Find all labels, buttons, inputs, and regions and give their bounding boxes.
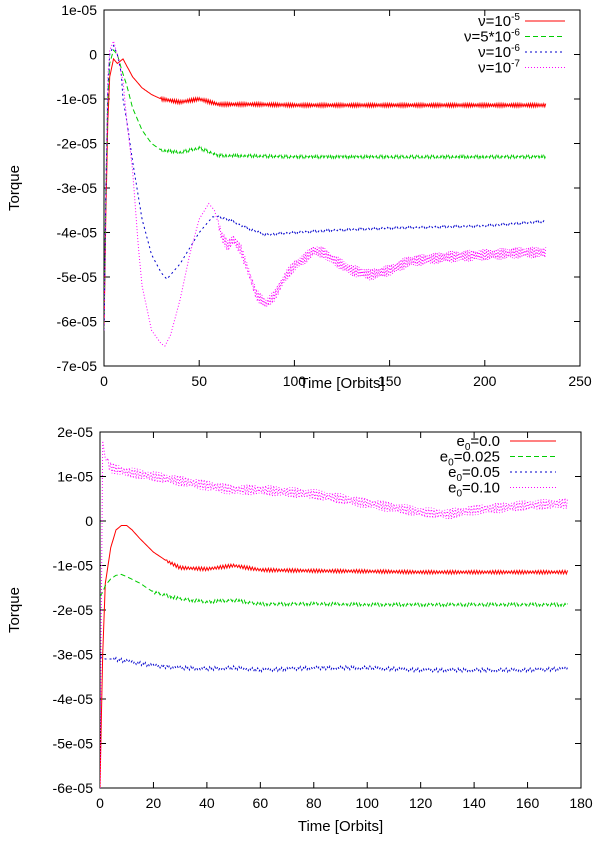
x-tick-label: 250 <box>568 373 592 389</box>
x-tick-label: 180 <box>569 795 593 811</box>
legend-label-part: e <box>448 480 456 497</box>
x-tick-label: 0 <box>96 795 104 811</box>
legend-label-part: =0.10 <box>462 480 500 497</box>
series-line <box>104 49 547 331</box>
legend-label: e0=0.10 <box>448 480 500 500</box>
x-tick-label: 20 <box>146 795 162 811</box>
legend-label-part: =0.05 <box>462 464 500 481</box>
series-line <box>100 525 569 788</box>
y-tick-label: -6e-05 <box>53 780 94 796</box>
x-tick-label: 140 <box>462 795 486 811</box>
legend-label: ν=10-6 <box>478 43 520 61</box>
legend-label-part: -6 <box>511 28 520 39</box>
legend-label-part: e <box>448 464 456 481</box>
x-tick-label: 120 <box>409 795 433 811</box>
legend-label: e0=0.025 <box>440 449 500 469</box>
plot-frame <box>99 431 582 789</box>
y-tick-label: 0 <box>85 513 93 529</box>
legend-label-part: -6 <box>511 43 520 54</box>
legend-label: ν=5*10-6 <box>464 28 520 46</box>
y-tick-label: 1e-05 <box>57 469 93 485</box>
x-tick-label: 80 <box>306 795 322 811</box>
top-chart: 1e-05 0 -1e-05 -2e-05 -3e-05 -4e-05 -5e-05 -6e-… <box>6 2 592 392</box>
y-tick-label: -2e-05 <box>57 136 98 152</box>
x-axis-label: Time [Orbits] <box>298 818 383 835</box>
y-axis-label: Torque <box>6 587 23 633</box>
legend-label-part: 0 <box>448 458 454 469</box>
series-line <box>100 656 569 674</box>
x-tick-label: 160 <box>516 795 540 811</box>
legend-label-part: 0 <box>465 442 471 453</box>
legend-label-part: ν=10 <box>478 13 511 30</box>
bottom-chart: 2e-05 1e-05 0 -1e-05 -2e-05 -3e-05 -4e-05 -5e-0… <box>6 424 593 835</box>
y-tick-label: -2e-05 <box>53 602 94 618</box>
series-line <box>104 39 547 347</box>
y-tick-label: -1e-05 <box>57 91 98 107</box>
y-tick-label: -3e-05 <box>53 647 94 663</box>
legend-label-part: e <box>440 449 448 466</box>
y-tick-label: -4e-05 <box>57 225 98 241</box>
x-tick-label: 40 <box>199 795 215 811</box>
legend-label-part: =0.025 <box>454 449 500 466</box>
x-tick-label: 60 <box>253 795 269 811</box>
y-tick-label: -7e-05 <box>57 358 98 374</box>
x-tick-label: 50 <box>191 373 207 389</box>
y-tick-label: 2e-05 <box>57 424 93 440</box>
legend-label-part: ν=10 <box>478 44 511 61</box>
legend-label: e0=0.0 <box>456 433 500 453</box>
y-tick-label: 0 <box>89 47 97 63</box>
x-axis-label: Time [Orbits] <box>299 375 384 392</box>
y-tick-label: -3e-05 <box>57 180 98 196</box>
legend-label-part: ν=10 <box>478 60 511 77</box>
legend-label-part: e <box>456 433 464 450</box>
legend-label-part: 0 <box>456 489 462 500</box>
x-tick-label: 0 <box>100 373 108 389</box>
y-tick-label: -1e-05 <box>53 558 94 574</box>
series-line <box>104 44 547 331</box>
legend-label-part: -5 <box>511 12 520 23</box>
y-axis-label: Torque <box>6 165 23 211</box>
legend-label: ν=10-5 <box>478 12 520 30</box>
legend-label-part: -7 <box>511 59 520 70</box>
legend-label-part: =0.0 <box>470 433 500 450</box>
legend-label: ν=10-7 <box>478 59 520 77</box>
series-line <box>100 573 569 608</box>
y-tick-label: -6e-05 <box>57 314 98 330</box>
y-tick-label: 1e-05 <box>61 2 97 18</box>
legend-label-part: ν=5*10 <box>464 29 511 46</box>
y-tick-label: -5e-05 <box>53 736 94 752</box>
legend-label: e0=0.05 <box>448 464 500 484</box>
legend-label-part: 0 <box>456 473 462 484</box>
series-line <box>104 57 547 331</box>
x-tick-label: 100 <box>283 373 307 389</box>
x-tick-label: 200 <box>473 373 497 389</box>
y-tick-label: -4e-05 <box>53 691 94 707</box>
x-tick-label: 100 <box>356 795 380 811</box>
y-tick-label: -5e-05 <box>57 269 98 285</box>
x-tick-label: 150 <box>378 373 402 389</box>
